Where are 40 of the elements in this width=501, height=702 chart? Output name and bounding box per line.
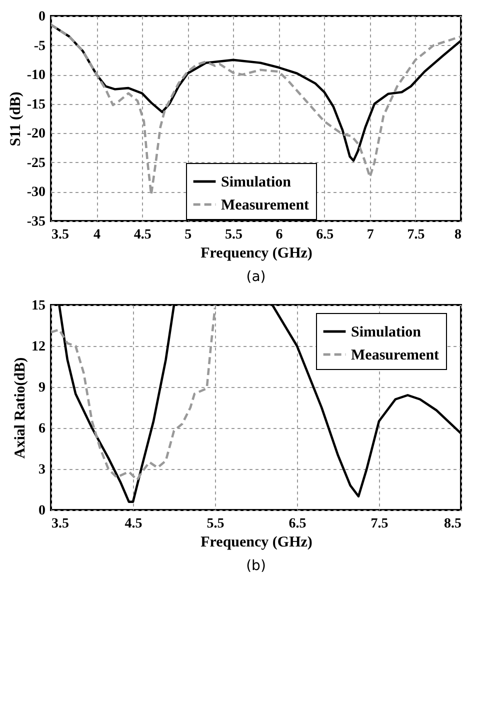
x-tick-label: 8.5: [444, 516, 462, 532]
y-tick-label: -35: [26, 214, 46, 230]
x-tick-label: 6.5: [316, 228, 334, 242]
x-tick-label: 6.5: [288, 516, 306, 532]
x-tick-label: 8: [454, 228, 462, 242]
x-tick-label: 5: [184, 228, 192, 242]
y-tick-label: 0: [38, 504, 46, 518]
legend-label: Simulation: [351, 324, 422, 340]
x-axis-title: Frequency (GHz): [200, 246, 312, 262]
x-tick-label: 3.5: [52, 228, 69, 242]
legend-label: Measurement: [221, 198, 310, 214]
x-tick-label: 6: [276, 228, 283, 242]
x-tick-label: 4.5: [124, 516, 142, 532]
y-tick-label: -20: [26, 126, 46, 142]
y-tick-label: -10: [26, 68, 46, 84]
y-axis-title: S11 (dB): [8, 92, 24, 146]
y-tick-label: -5: [34, 38, 46, 54]
y-tick-label: -30: [26, 185, 46, 200]
legend-label: Simulation: [221, 174, 292, 190]
x-axis-title: Frequency (GHz): [200, 534, 312, 550]
x-tick-label: 5.5: [224, 228, 242, 242]
y-tick-label: 9: [38, 380, 46, 396]
text: (b): [246, 558, 266, 574]
x-tick-label: 7: [366, 228, 374, 242]
y-tick-label: 0: [38, 10, 46, 24]
x-tick-label: 3.5: [52, 516, 69, 532]
x-tick-label: 4.5: [134, 228, 152, 242]
x-tick-label: 5.5: [206, 516, 224, 532]
y-axis-title: Axial Ratio(dB): [12, 357, 28, 459]
x-tick-label: 7.5: [370, 516, 388, 532]
y-tick-label: 3: [38, 462, 46, 478]
x-tick-label: 4: [94, 228, 101, 242]
y-tick-label: 15: [32, 298, 46, 314]
y-tick-label: -15: [26, 97, 46, 112]
y-tick-label: -25: [26, 156, 46, 171]
x-tick-label: 7.5: [407, 228, 425, 242]
y-tick-label: 6: [38, 422, 46, 436]
legend-label: Measurement: [351, 348, 440, 364]
text: (a): [246, 269, 266, 285]
y-tick-label: 12: [32, 340, 46, 354]
